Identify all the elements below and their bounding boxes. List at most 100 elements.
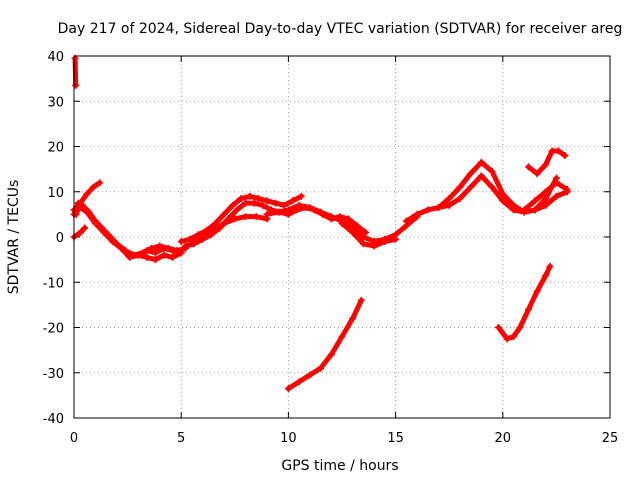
- data-point: [83, 190, 91, 198]
- data-point: [220, 219, 228, 227]
- data-point: [525, 163, 533, 171]
- data-point: [344, 215, 352, 223]
- data-point: [72, 81, 80, 89]
- y-tick-label: -20: [43, 322, 64, 337]
- data-point: [169, 253, 177, 261]
- data-point: [533, 170, 541, 178]
- data-point: [327, 351, 335, 359]
- data-point: [250, 199, 258, 207]
- data-point: [477, 158, 485, 166]
- data-point: [89, 183, 97, 191]
- data-point: [199, 233, 207, 241]
- data-point: [542, 201, 550, 209]
- series-sat-l: [284, 296, 365, 393]
- data-point: [542, 188, 550, 196]
- y-tick-label: 30: [47, 95, 64, 110]
- series-sat-n: [434, 158, 560, 216]
- data-point: [362, 228, 370, 236]
- series-sat-f: [71, 54, 80, 89]
- x-tick-label: 25: [602, 431, 619, 446]
- data-point: [246, 192, 254, 200]
- data-point: [160, 244, 168, 252]
- data-point: [143, 253, 151, 261]
- data-point: [552, 192, 560, 200]
- data-point: [317, 208, 325, 216]
- x-tick-label: 20: [495, 431, 512, 446]
- data-point: [357, 296, 365, 304]
- x-tick-label: 10: [280, 431, 297, 446]
- data-point: [495, 324, 503, 331]
- data-point: [284, 385, 292, 393]
- data-point: [370, 242, 378, 250]
- data-point: [555, 147, 563, 155]
- data-point: [233, 206, 241, 214]
- data-point: [353, 222, 361, 230]
- y-tick-labels: -40 -30 -20 -10 0 10 20 30 40: [43, 50, 64, 427]
- data-point: [100, 228, 108, 236]
- data-point: [499, 197, 507, 205]
- data-point: [181, 242, 189, 250]
- y-tick-label: -40: [43, 412, 64, 427]
- y-tick-label: -30: [43, 367, 64, 382]
- data-point: [76, 228, 84, 236]
- data-point: [289, 197, 297, 205]
- data-point: [263, 210, 271, 218]
- data-point: [338, 333, 346, 341]
- data-points: [70, 54, 571, 393]
- data-point: [424, 206, 432, 214]
- series-sat-p: [525, 147, 569, 178]
- data-point: [229, 201, 237, 209]
- data-point: [237, 195, 245, 203]
- x-axis-title: GPS time / hours: [281, 458, 398, 474]
- data-point: [274, 208, 282, 216]
- data-point: [542, 195, 550, 203]
- data-point: [349, 314, 357, 322]
- data-point: [525, 305, 533, 313]
- data-point: [160, 251, 168, 259]
- x-tick-label: 5: [177, 431, 185, 446]
- data-point: [563, 185, 571, 193]
- series-sat-q: [520, 179, 571, 214]
- data-point: [81, 224, 89, 232]
- data-point: [242, 199, 250, 207]
- data-point: [488, 183, 496, 191]
- data-point: [413, 210, 421, 218]
- data-point: [83, 208, 91, 216]
- data-point: [516, 324, 524, 331]
- series-sat-k: [338, 219, 400, 250]
- data-point: [96, 179, 104, 187]
- data-point: [297, 192, 305, 200]
- series-sat-d: [134, 249, 185, 264]
- data-point: [445, 201, 453, 209]
- data-point: [188, 238, 196, 246]
- chart-title: Day 217 of 2024, Sidereal Day-to-day VTE…: [58, 21, 623, 37]
- data-point: [477, 172, 485, 180]
- data-point: [434, 204, 442, 212]
- data-point: [533, 287, 541, 295]
- data-point: [499, 190, 507, 198]
- data-point: [242, 213, 250, 221]
- data-point: [531, 197, 539, 205]
- data-point: [212, 219, 220, 227]
- data-point: [381, 238, 389, 246]
- data-point: [456, 195, 464, 203]
- data-point: [456, 183, 464, 191]
- data-point: [467, 170, 475, 178]
- series-trace: [436, 159, 559, 215]
- data-point: [126, 253, 134, 261]
- data-point: [220, 210, 228, 218]
- data-point: [561, 152, 569, 160]
- data-point: [76, 204, 84, 212]
- data-point: [263, 197, 271, 205]
- x-tick-labels: 0 5 10 15 20 25: [70, 431, 618, 446]
- data-point: [134, 251, 142, 259]
- data-point: [295, 201, 303, 209]
- data-point: [295, 378, 303, 386]
- data-point: [280, 201, 288, 209]
- data-point: [327, 213, 335, 221]
- data-point: [531, 206, 539, 214]
- data-point: [503, 335, 511, 343]
- data-point: [254, 195, 262, 203]
- y-axis-title: SDTVAR / TECUs: [6, 180, 22, 295]
